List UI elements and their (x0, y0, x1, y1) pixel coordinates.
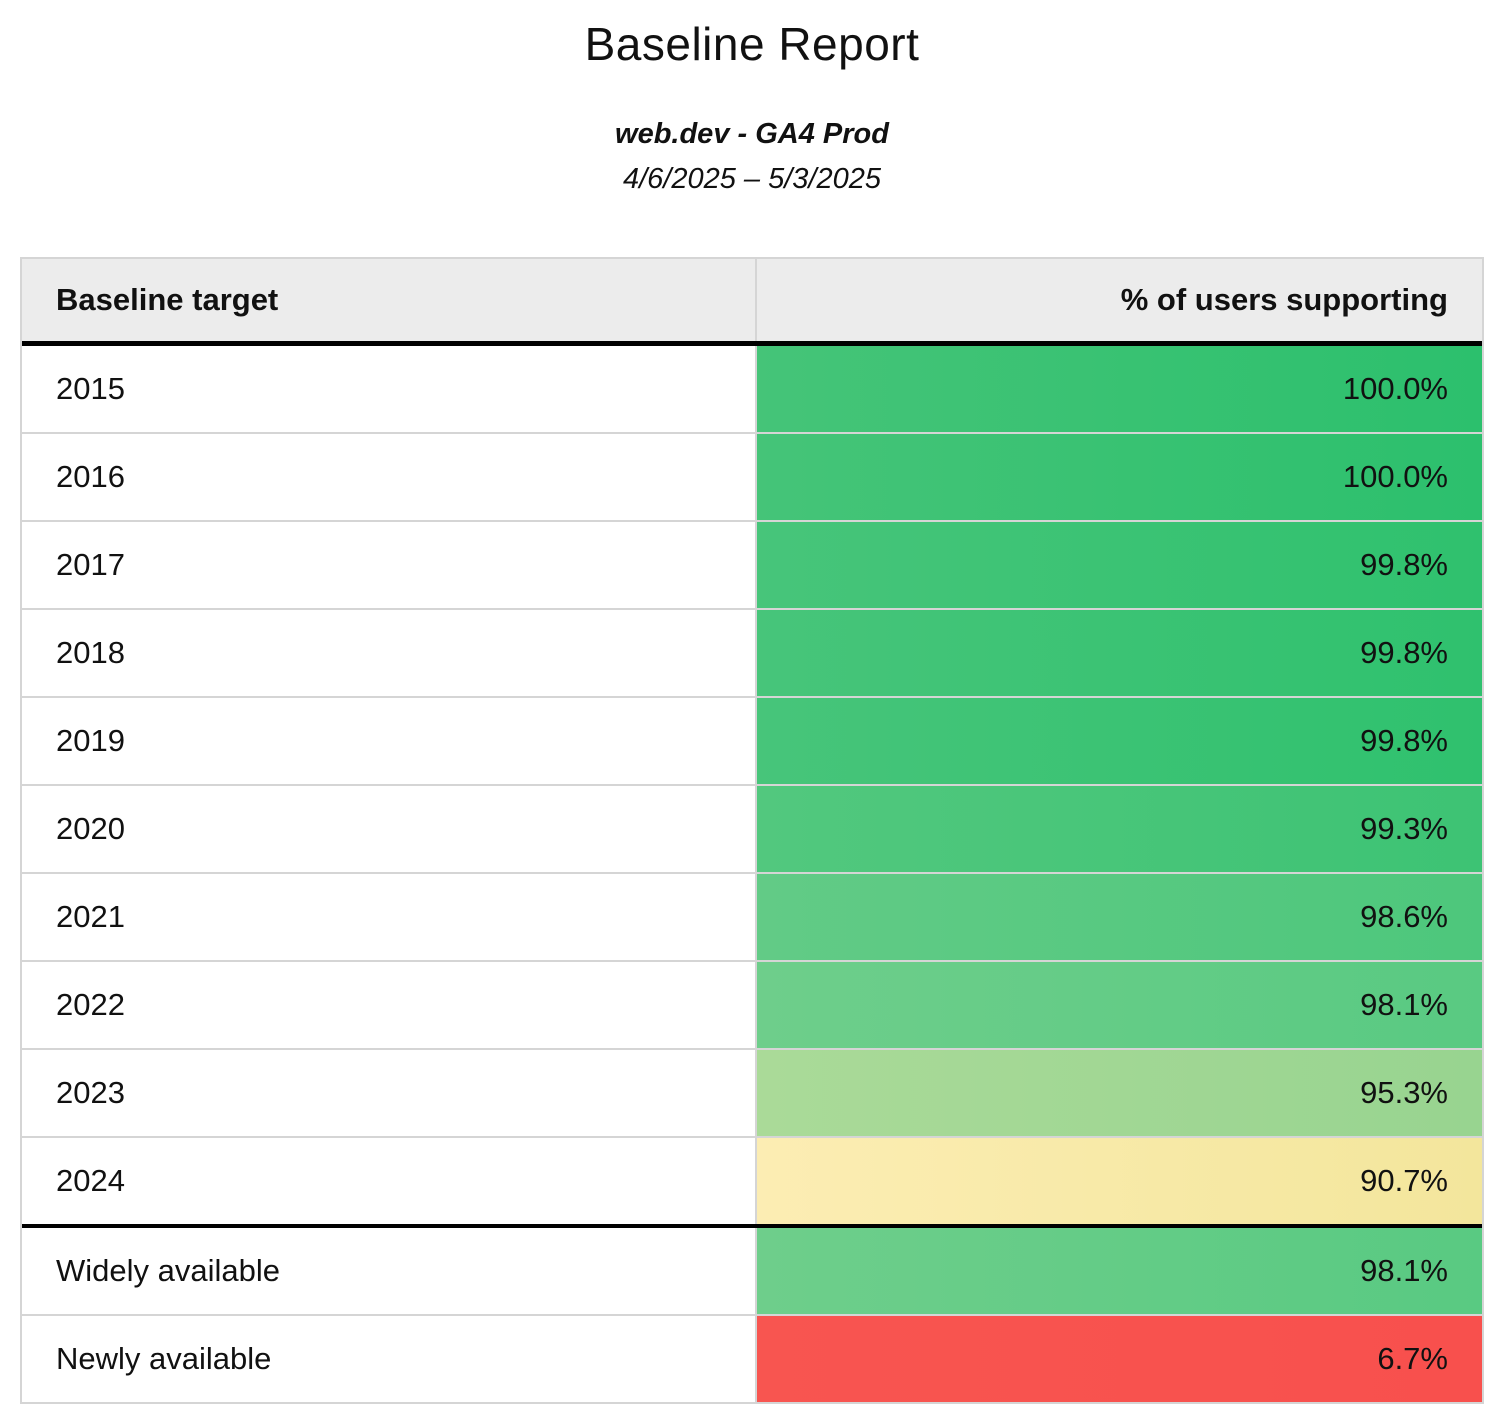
row-value: 98.1% (1360, 987, 1448, 1022)
table-row: 2015 100.0% (22, 346, 1482, 434)
row-value-cell: 99.8% (755, 610, 1482, 696)
table-row: 2020 99.3% (22, 786, 1482, 874)
report-source-subtitle: web.dev - GA4 Prod (615, 118, 889, 150)
report-date-range: 4/6/2025 – 5/3/2025 (622, 163, 881, 195)
row-label: Widely available (56, 1253, 280, 1288)
row-value: 90.7% (1360, 1163, 1448, 1198)
row-value-cell: 100.0% (755, 434, 1482, 520)
row-label: 2021 (56, 899, 125, 934)
baseline-table: Baseline target % of users supporting 20… (20, 257, 1484, 1404)
row-label: 2024 (56, 1163, 125, 1198)
row-label: 2015 (56, 371, 125, 406)
row-label: 2016 (56, 459, 125, 494)
table-row: 2023 95.3% (22, 1050, 1482, 1138)
column-header-baseline-target: Baseline target (56, 282, 279, 317)
row-value-cell: 100.0% (755, 346, 1482, 432)
row-value-cell: 6.7% (755, 1316, 1482, 1402)
row-value-cell: 95.3% (755, 1050, 1482, 1136)
row-value: 6.7% (1377, 1341, 1448, 1376)
row-label: 2017 (56, 547, 125, 582)
table-header-row: Baseline target % of users supporting (22, 259, 1482, 346)
table-row: Widely available 98.1% (22, 1228, 1482, 1316)
row-value-cell: 98.1% (755, 962, 1482, 1048)
table-row: 2022 98.1% (22, 962, 1482, 1050)
row-value: 99.8% (1360, 547, 1448, 582)
row-label: 2023 (56, 1075, 125, 1110)
row-value: 99.8% (1360, 723, 1448, 758)
row-value: 98.6% (1360, 899, 1448, 934)
row-label: 2018 (56, 635, 125, 670)
row-value: 95.3% (1360, 1075, 1448, 1110)
row-label: Newly available (56, 1341, 272, 1376)
row-value: 99.8% (1360, 635, 1448, 670)
row-value: 99.3% (1360, 811, 1448, 846)
column-header-percent-users: % of users supporting (755, 259, 1482, 341)
row-value-cell: 99.3% (755, 786, 1482, 872)
row-label: 2019 (56, 723, 125, 758)
row-value-cell: 99.8% (755, 522, 1482, 608)
table-row: 2024 90.7% (22, 1138, 1482, 1228)
row-value-cell: 90.7% (755, 1138, 1482, 1224)
table-row: 2018 99.8% (22, 610, 1482, 698)
row-value: 98.1% (1360, 1253, 1448, 1288)
row-value-cell: 99.8% (755, 698, 1482, 784)
row-value: 100.0% (1342, 459, 1448, 494)
row-value: 100.0% (1342, 371, 1448, 406)
table-row: Newly available 6.7% (22, 1316, 1482, 1402)
row-value-cell: 98.6% (755, 874, 1482, 960)
row-label: 2020 (56, 811, 125, 846)
row-value-cell: 98.1% (755, 1228, 1482, 1314)
table-row: 2017 99.8% (22, 522, 1482, 610)
table-row: 2016 100.0% (22, 434, 1482, 522)
row-label: 2022 (56, 987, 125, 1022)
table-row: 2019 99.8% (22, 698, 1482, 786)
table-row: 2021 98.6% (22, 874, 1482, 962)
page-title: Baseline Report (584, 18, 920, 70)
